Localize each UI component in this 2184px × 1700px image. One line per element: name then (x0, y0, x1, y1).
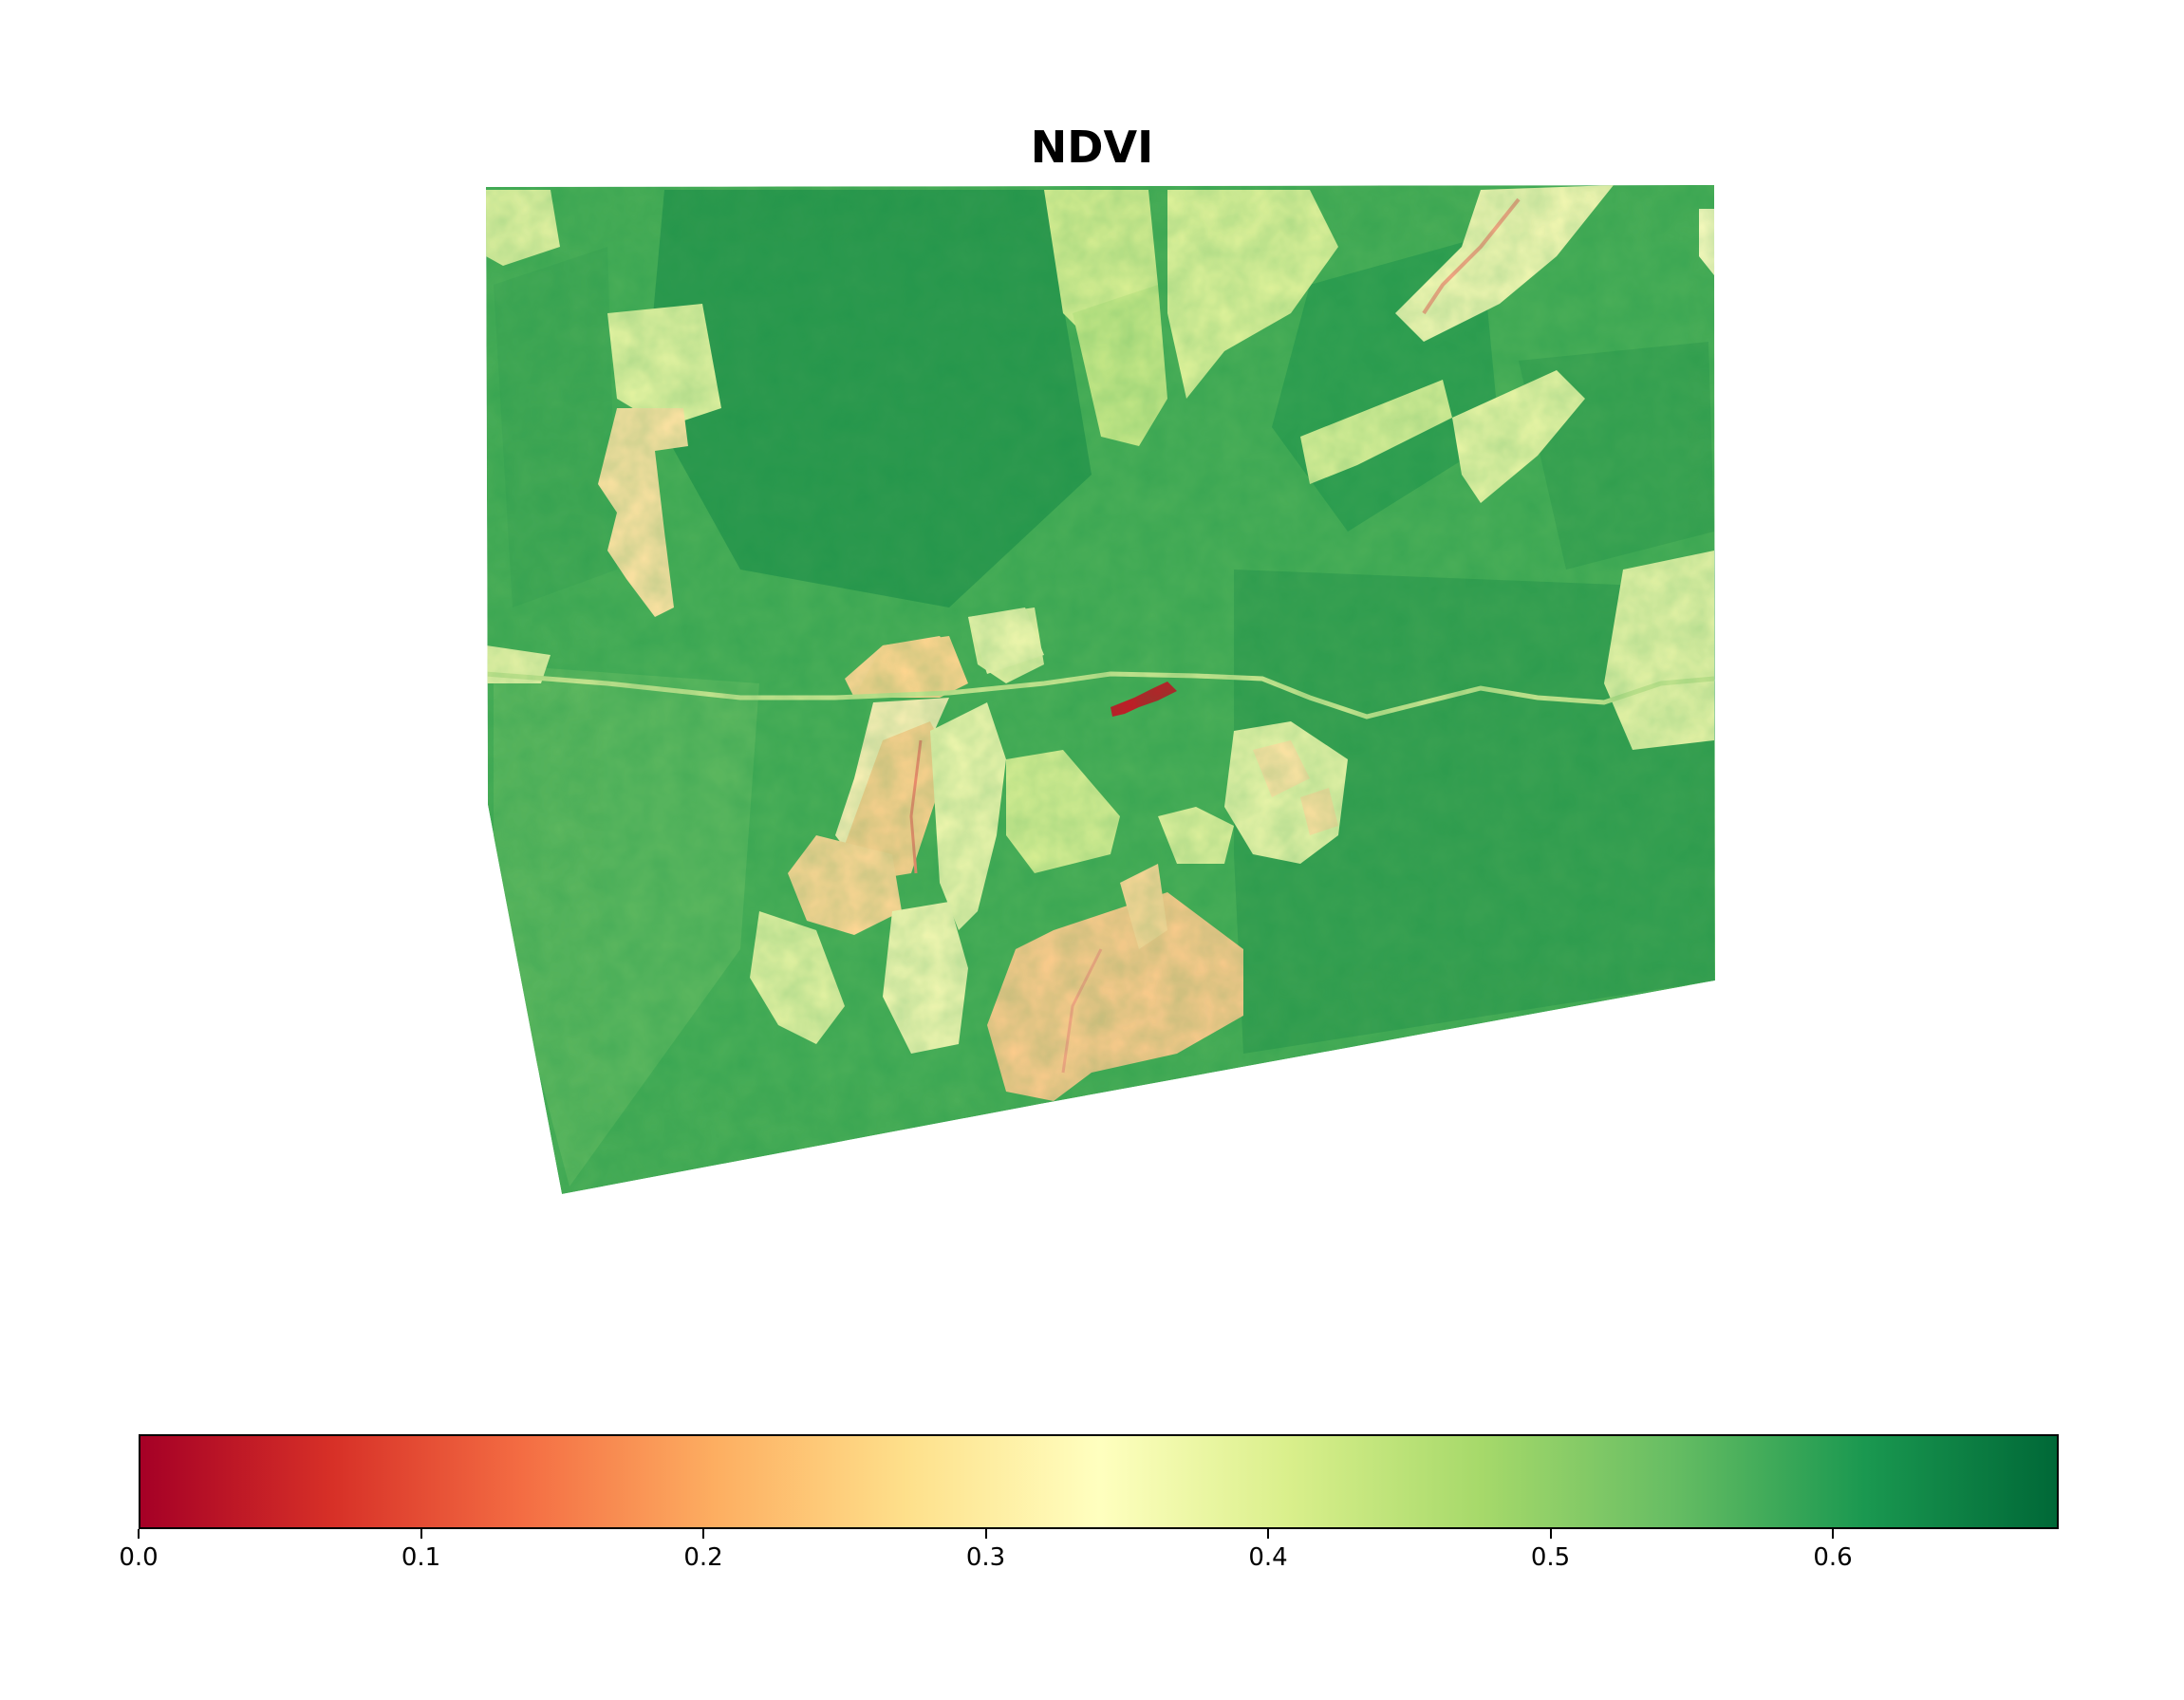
colorbar-tick-label: 0.2 (683, 1543, 723, 1572)
colorbar-tick-label: 0.6 (1813, 1543, 1853, 1572)
colorbar-tick (702, 1529, 704, 1539)
colorbar-tick (1267, 1529, 1269, 1539)
colorbar-tick (984, 1529, 987, 1539)
colorbar-tick (420, 1529, 422, 1539)
colorbar-tick-label: 0.3 (965, 1543, 1006, 1572)
colorbar-tick (1832, 1529, 1834, 1539)
colorbar-tick-label: 0.5 (1530, 1543, 1571, 1572)
colorbar-tick-label: 0.4 (1248, 1543, 1288, 1572)
colorbar-tick (138, 1529, 140, 1539)
colorbar-tick (1549, 1529, 1552, 1539)
chart-title: NDVI (1030, 121, 1154, 173)
texture-overlay (486, 185, 1715, 1194)
colorbar-tick-label: 0.1 (401, 1543, 441, 1572)
colorbar-tick-label: 0.0 (119, 1543, 159, 1572)
colorbar (139, 1434, 2059, 1529)
